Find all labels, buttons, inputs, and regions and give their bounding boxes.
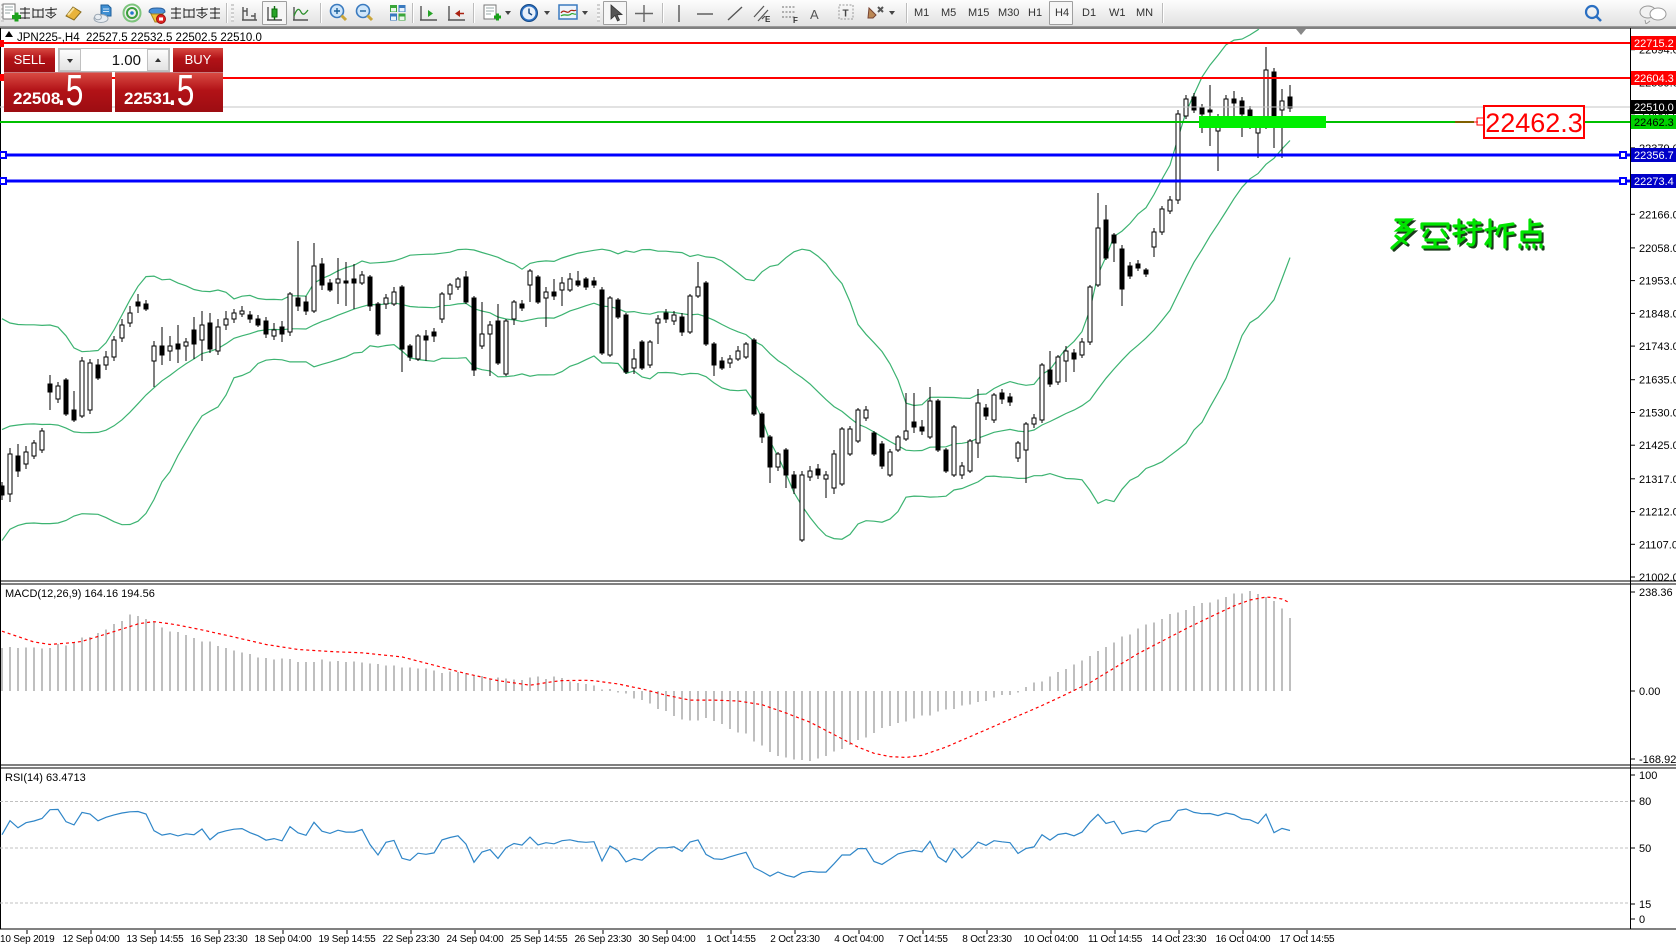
svg-text:80: 80 bbox=[1639, 796, 1651, 808]
svg-text:18 Sep 04:00: 18 Sep 04:00 bbox=[254, 934, 312, 945]
svg-text:21425.0: 21425.0 bbox=[1639, 440, 1676, 452]
svg-text:25 Sep 14:55: 25 Sep 14:55 bbox=[510, 934, 568, 945]
svg-text:RSI(14) 63.4713: RSI(14) 63.4713 bbox=[5, 772, 86, 784]
svg-text:21848.0: 21848.0 bbox=[1639, 308, 1676, 320]
svg-text:21317.0: 21317.0 bbox=[1639, 474, 1676, 486]
svg-text:14 Oct 23:30: 14 Oct 23:30 bbox=[1152, 934, 1207, 945]
svg-text:11 Oct 14:55: 11 Oct 14:55 bbox=[1088, 934, 1143, 945]
svg-text:22058.0: 22058.0 bbox=[1639, 243, 1676, 255]
svg-text:17 Oct 14:55: 17 Oct 14:55 bbox=[1280, 934, 1335, 945]
svg-text:22604.3: 22604.3 bbox=[1634, 73, 1674, 85]
svg-text:0.00: 0.00 bbox=[1639, 686, 1660, 698]
svg-text:21002.0: 21002.0 bbox=[1639, 572, 1676, 584]
svg-text:F: F bbox=[793, 16, 798, 24]
svg-text:22356.7: 22356.7 bbox=[1634, 150, 1674, 162]
svg-text:21635.0: 21635.0 bbox=[1639, 375, 1676, 387]
svg-text:100: 100 bbox=[1639, 770, 1657, 782]
svg-text:22166.0: 22166.0 bbox=[1639, 209, 1676, 221]
svg-text:-168.92: -168.92 bbox=[1639, 754, 1676, 766]
svg-text:19 Sep 14:55: 19 Sep 14:55 bbox=[318, 934, 376, 945]
svg-text:30 Sep 04:00: 30 Sep 04:00 bbox=[638, 934, 696, 945]
svg-text:21107.0: 21107.0 bbox=[1639, 539, 1676, 551]
svg-text:13 Sep 14:55: 13 Sep 14:55 bbox=[126, 934, 184, 945]
svg-text:16 Sep 23:30: 16 Sep 23:30 bbox=[190, 934, 248, 945]
svg-text:16 Oct 04:00: 16 Oct 04:00 bbox=[1216, 934, 1271, 945]
svg-text:22715.2: 22715.2 bbox=[1634, 38, 1674, 50]
svg-text:22273.4: 22273.4 bbox=[1634, 176, 1674, 188]
svg-text:T: T bbox=[843, 9, 849, 20]
svg-text:E: E bbox=[765, 15, 771, 24]
svg-text:22 Sep 23:30: 22 Sep 23:30 bbox=[382, 934, 440, 945]
svg-text:JPN225-,H4 22527.5 22532.5 22: JPN225-,H4 22527.5 22532.5 22502.5 22510… bbox=[17, 32, 262, 44]
svg-text:22462.3: 22462.3 bbox=[1485, 108, 1583, 138]
svg-text:7 Oct 14:55: 7 Oct 14:55 bbox=[898, 934, 948, 945]
svg-text:8 Oct 23:30: 8 Oct 23:30 bbox=[962, 934, 1012, 945]
svg-text:10 Oct 04:00: 10 Oct 04:00 bbox=[1024, 934, 1079, 945]
svg-text:MACD(12,26,9) 164.16 194.56: MACD(12,26,9) 164.16 194.56 bbox=[5, 588, 155, 600]
svg-text:21743.0: 21743.0 bbox=[1639, 341, 1676, 353]
svg-text:22462.3: 22462.3 bbox=[1634, 117, 1674, 129]
svg-text:21530.0: 21530.0 bbox=[1639, 408, 1676, 420]
svg-text:10 Sep 2019: 10 Sep 2019 bbox=[0, 934, 55, 945]
svg-text:26 Sep 23:30: 26 Sep 23:30 bbox=[574, 934, 632, 945]
svg-text:12 Sep 04:00: 12 Sep 04:00 bbox=[62, 934, 120, 945]
svg-text:15: 15 bbox=[1639, 899, 1651, 911]
svg-text:0: 0 bbox=[1639, 914, 1645, 926]
svg-text:50: 50 bbox=[1639, 843, 1651, 855]
svg-text:4 Oct 04:00: 4 Oct 04:00 bbox=[834, 934, 884, 945]
svg-text:24 Sep 04:00: 24 Sep 04:00 bbox=[446, 934, 504, 945]
svg-text:2 Oct 23:30: 2 Oct 23:30 bbox=[770, 934, 820, 945]
svg-text:238.36: 238.36 bbox=[1639, 587, 1673, 599]
svg-text:22510.0: 22510.0 bbox=[1634, 102, 1674, 114]
svg-text:1 Oct 14:55: 1 Oct 14:55 bbox=[706, 934, 756, 945]
svg-text:21212.0: 21212.0 bbox=[1639, 507, 1676, 519]
svg-text:21953.0: 21953.0 bbox=[1639, 276, 1676, 288]
